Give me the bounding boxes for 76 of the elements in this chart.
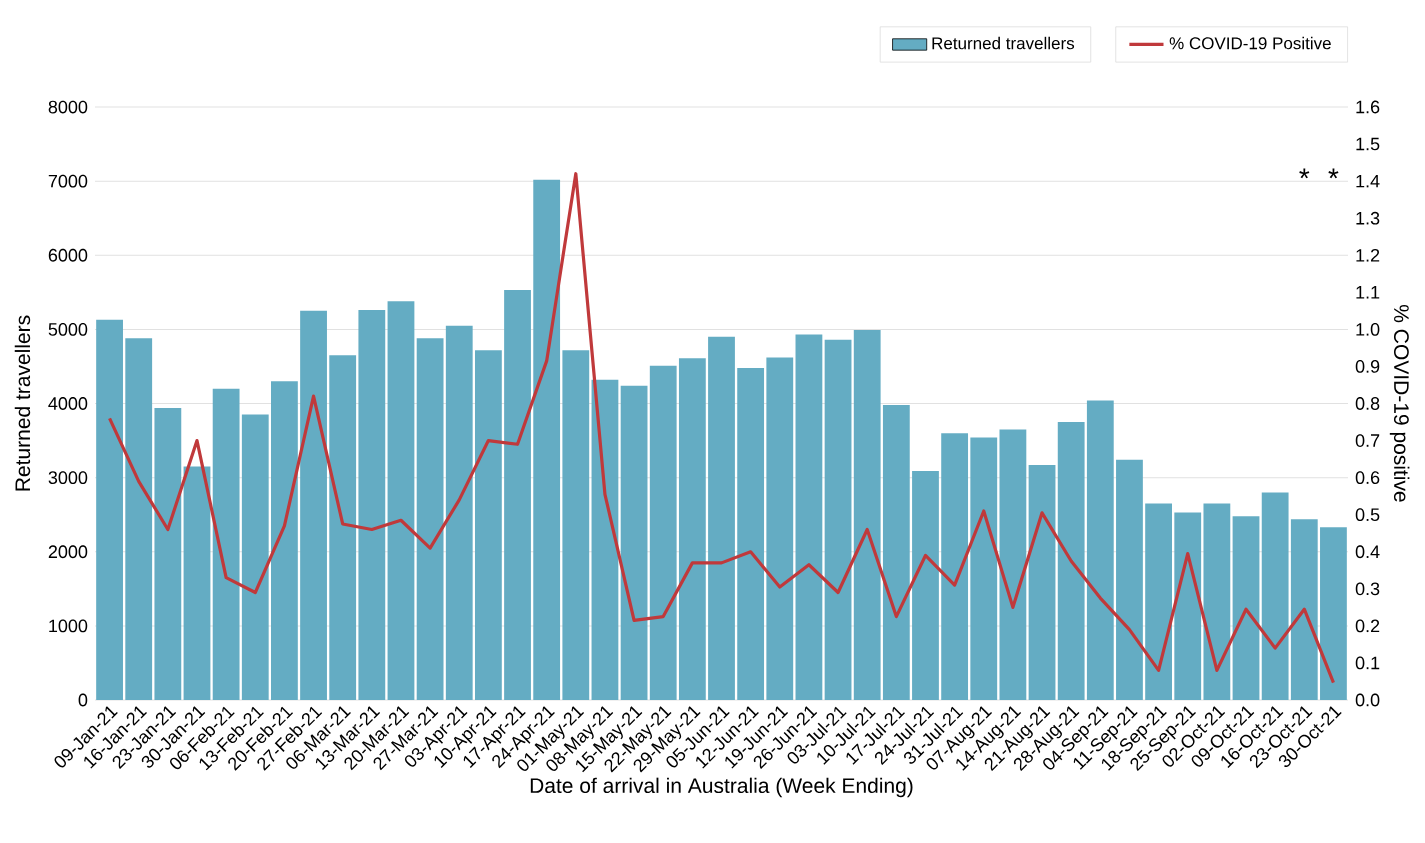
y-tick-label: 0 — [78, 693, 88, 707]
bar — [737, 367, 765, 700]
y-tick-label: 4000 — [48, 397, 88, 410]
bar — [474, 350, 502, 700]
y2-tick-label: 1.1 — [1356, 286, 1380, 299]
y-tick-label: 2000 — [48, 545, 88, 559]
y-axis-title: Returned travellers — [14, 315, 31, 491]
y2-tick-label: 0.1 — [1355, 656, 1380, 670]
bar — [1057, 422, 1085, 700]
bar — [678, 358, 706, 700]
bar — [416, 338, 444, 700]
y2-tick-label: 0.9 — [1355, 360, 1380, 373]
y2-tick-label: 0.3 — [1355, 582, 1380, 596]
bar — [183, 466, 211, 700]
bar — [1116, 459, 1143, 700]
y2-tick-label: 0.8 — [1355, 397, 1380, 410]
y-tick-label: 1000 — [49, 619, 88, 633]
bar — [941, 433, 969, 700]
y2-tick-label: 1.6 — [1356, 100, 1380, 114]
bar — [649, 365, 677, 700]
bar — [824, 339, 852, 700]
bar — [1203, 503, 1231, 700]
bar — [1174, 512, 1202, 700]
bar — [1086, 400, 1114, 700]
y-tick-label: 6000 — [48, 248, 88, 262]
y2-tick-label: 0.0 — [1355, 693, 1380, 707]
bar — [1290, 519, 1318, 700]
bar — [154, 407, 182, 700]
x-axis-title: Date of arrival in Australia (Week Ending) — [530, 777, 913, 798]
bar — [96, 319, 123, 700]
bar — [387, 301, 415, 700]
bar — [1145, 503, 1172, 700]
bar — [212, 388, 240, 700]
y2-tick-label: 1.4 — [1356, 174, 1380, 188]
bar — [620, 385, 648, 700]
bar — [912, 470, 939, 700]
legend-label: Returned travellers — [932, 36, 1075, 50]
bar — [125, 338, 153, 700]
y-tick-label: 3000 — [48, 471, 88, 485]
y2-tick-label: 0.2 — [1355, 619, 1380, 633]
bar — [241, 414, 269, 700]
bar — [708, 336, 735, 700]
y2-axis-title: % COVID-19 positive — [1389, 305, 1410, 502]
bar — [853, 330, 881, 700]
bar — [970, 437, 998, 700]
bar — [999, 429, 1027, 700]
bar — [882, 404, 910, 700]
y2-tick-label: 0.7 — [1355, 434, 1380, 447]
bar — [504, 290, 531, 700]
bar — [300, 310, 327, 700]
y2-tick-label: 1.0 — [1356, 323, 1380, 336]
bar — [1261, 492, 1289, 700]
bar — [1320, 527, 1347, 700]
y2-tick-label: 1.5 — [1356, 137, 1380, 151]
bar — [1028, 465, 1056, 700]
annotation: * — [1299, 168, 1310, 179]
bar — [271, 381, 298, 700]
bar — [358, 310, 386, 700]
y-tick-label: 7000 — [48, 174, 88, 188]
y2-tick-label: 0.5 — [1355, 508, 1380, 522]
y2-tick-label: 1.2 — [1356, 248, 1380, 262]
bar — [591, 379, 619, 700]
y2-tick-label: 1.3 — [1356, 211, 1380, 225]
bar — [766, 357, 794, 700]
y-tick-label: 5000 — [48, 323, 88, 336]
y2-tick-label: 0.6 — [1355, 471, 1380, 485]
y2-tick-label: 0.4 — [1355, 545, 1380, 559]
bar — [1232, 516, 1260, 700]
bar — [445, 325, 473, 700]
y-tick-label: 8000 — [48, 100, 88, 114]
annotation: * — [1328, 168, 1339, 179]
bar — [795, 334, 823, 700]
bar — [562, 350, 590, 700]
bar — [329, 355, 357, 700]
legend-label: % COVID-19 Positive — [1169, 36, 1331, 50]
bar — [533, 179, 561, 700]
